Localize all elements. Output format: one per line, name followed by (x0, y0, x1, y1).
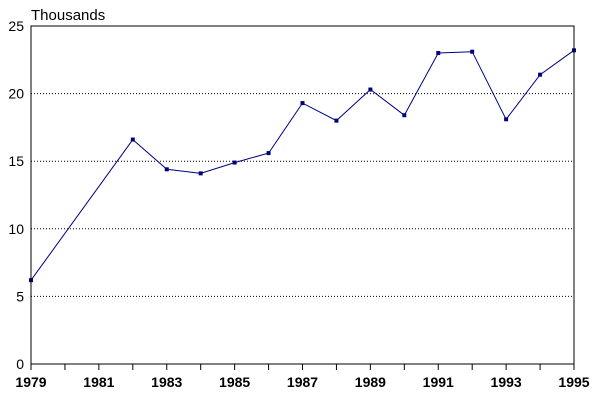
x-tick-label: 1983 (151, 374, 182, 390)
data-point (130, 137, 135, 142)
series-line (30, 49, 575, 281)
y-tick-label: 25 (8, 18, 24, 34)
y-tick-label: 15 (8, 153, 24, 169)
data-point (402, 113, 407, 118)
x-tick-label: 1989 (355, 374, 386, 390)
data-point (334, 118, 339, 123)
y-tick-label: 10 (8, 221, 24, 237)
data-point (538, 72, 543, 77)
y-tick-label: 0 (16, 356, 24, 372)
data-point (266, 151, 271, 156)
data-point (470, 49, 475, 54)
data-point (164, 167, 169, 172)
x-tick-label: 1991 (423, 374, 454, 390)
x-tick-label: 1993 (491, 374, 522, 390)
x-tick-label: 1987 (287, 374, 318, 390)
x-axis: 1979 1981 1983 1985 1987 1989 1991 1993 1995 (15, 364, 590, 390)
data-point (504, 117, 509, 122)
x-tick-label: 1979 (15, 374, 46, 390)
y-axis-label: Thousands (31, 7, 105, 24)
x-tick-label: 1995 (558, 374, 589, 390)
data-point (232, 160, 237, 165)
data-point (436, 51, 441, 56)
grid-lines (31, 93, 574, 297)
data-point (300, 101, 305, 106)
data-point (198, 171, 203, 176)
data-point (368, 87, 373, 92)
series-line-group (29, 48, 576, 283)
y-axis: 0 5 10 15 20 25 (8, 18, 24, 372)
plot-frame (30, 25, 575, 365)
x-tick-label: 1981 (83, 374, 114, 390)
y-tick-label: 5 (16, 288, 24, 304)
y-tick-label: 20 (8, 86, 24, 102)
x-tick-label: 1985 (219, 374, 250, 390)
